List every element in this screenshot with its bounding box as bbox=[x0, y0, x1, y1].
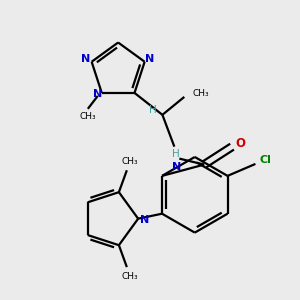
Text: H: H bbox=[172, 148, 180, 159]
Text: N: N bbox=[145, 54, 154, 64]
Text: Cl: Cl bbox=[260, 155, 271, 165]
Text: CH₃: CH₃ bbox=[192, 89, 209, 98]
Text: N: N bbox=[140, 215, 150, 225]
Text: CH₃: CH₃ bbox=[80, 112, 96, 121]
Text: CH₃: CH₃ bbox=[122, 272, 138, 280]
Text: H: H bbox=[148, 105, 156, 115]
Text: N: N bbox=[81, 54, 90, 64]
Text: N: N bbox=[93, 89, 102, 99]
Text: CH₃: CH₃ bbox=[122, 157, 138, 166]
Text: O: O bbox=[235, 137, 245, 150]
Text: N: N bbox=[172, 162, 181, 172]
